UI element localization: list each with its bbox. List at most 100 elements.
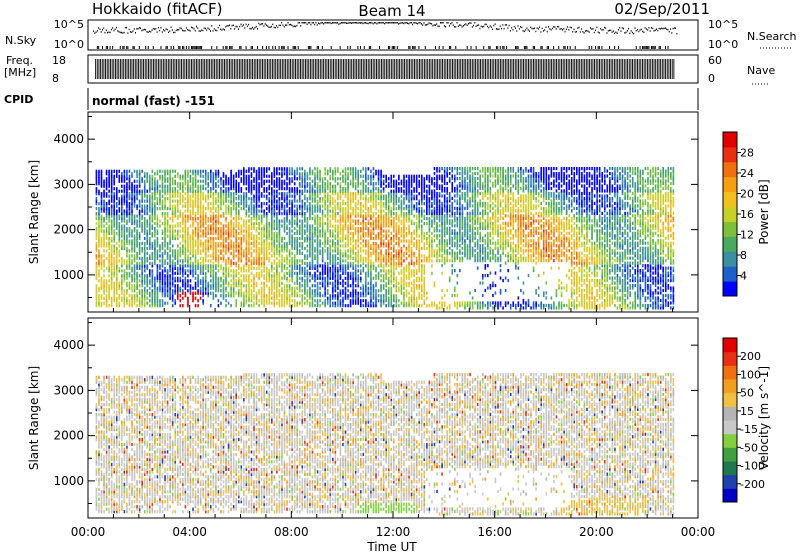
range-gate bbox=[317, 299, 319, 302]
range-gate bbox=[136, 262, 138, 265]
range-gate bbox=[164, 212, 166, 215]
range-gate bbox=[340, 282, 342, 285]
freq-series bbox=[96, 59, 674, 79]
range-gate bbox=[111, 170, 113, 173]
nsky-point bbox=[364, 22, 365, 24]
range-gate bbox=[337, 202, 339, 205]
range-gate bbox=[141, 205, 143, 208]
nsky-point bbox=[393, 22, 394, 24]
nsky-point bbox=[106, 30, 107, 32]
range-gate bbox=[139, 170, 141, 173]
nsky-point bbox=[155, 28, 156, 30]
nsky-point bbox=[265, 23, 266, 25]
range-gate bbox=[180, 192, 182, 195]
range-gate bbox=[139, 274, 141, 277]
range-gate bbox=[141, 257, 143, 260]
nave-tick-top: 60 bbox=[708, 54, 722, 67]
nsky-point bbox=[426, 24, 427, 26]
nsky-point bbox=[613, 30, 614, 32]
range-gate bbox=[286, 277, 288, 280]
nsky-point bbox=[302, 22, 303, 24]
range-gate bbox=[126, 247, 128, 250]
nsky-point bbox=[298, 22, 299, 24]
range-gate bbox=[296, 287, 298, 290]
nsky-point bbox=[427, 24, 428, 26]
nsky-point bbox=[437, 25, 438, 27]
range-gate bbox=[276, 262, 278, 265]
nsky-point bbox=[257, 46, 258, 49]
range-gate bbox=[228, 200, 230, 203]
range-gate bbox=[210, 284, 212, 287]
range-gate bbox=[332, 239, 334, 242]
range-gate bbox=[246, 269, 248, 272]
range-gate bbox=[327, 170, 329, 173]
range-gate bbox=[268, 197, 270, 200]
nsky-point bbox=[633, 33, 634, 35]
range-gate bbox=[164, 267, 166, 270]
range-gate bbox=[314, 272, 316, 275]
range-gate bbox=[187, 254, 189, 257]
range-gate bbox=[185, 187, 187, 190]
nsky-point bbox=[171, 46, 172, 49]
range-gate bbox=[162, 242, 164, 245]
range-gate bbox=[296, 229, 298, 232]
range-gate bbox=[235, 269, 237, 272]
range-gate bbox=[96, 212, 98, 215]
range-gate bbox=[230, 304, 232, 307]
nave-tick-bottom: 0 bbox=[708, 72, 715, 85]
range-gate bbox=[146, 289, 148, 292]
nsky-point bbox=[177, 29, 178, 31]
range-gate bbox=[314, 227, 316, 230]
range-gate bbox=[304, 229, 306, 232]
nsky-point bbox=[472, 26, 473, 28]
range-gate bbox=[279, 177, 281, 180]
nsky-point bbox=[97, 30, 98, 32]
range-gate bbox=[253, 195, 255, 198]
range-gate bbox=[225, 217, 227, 220]
range-gate bbox=[332, 249, 334, 252]
range-gate bbox=[253, 257, 255, 260]
range-gate bbox=[251, 180, 253, 183]
range-gate bbox=[286, 182, 288, 185]
range-gate bbox=[139, 284, 141, 287]
range-gate bbox=[324, 262, 326, 265]
range-gate bbox=[335, 224, 337, 227]
range-gate bbox=[256, 170, 258, 173]
range-gate bbox=[261, 287, 263, 290]
nsky-point bbox=[251, 46, 252, 49]
range-gate bbox=[337, 219, 339, 222]
range-gate bbox=[207, 282, 209, 285]
nsky-point bbox=[241, 24, 242, 26]
nsky-point bbox=[296, 25, 297, 27]
range-gate bbox=[210, 304, 212, 307]
range-gate bbox=[251, 279, 253, 282]
range-gate bbox=[299, 224, 301, 227]
nsky-point bbox=[624, 32, 625, 34]
range-gate bbox=[144, 274, 146, 277]
range-gate bbox=[302, 200, 304, 203]
range-gate bbox=[309, 177, 311, 180]
range-gate bbox=[238, 182, 240, 185]
nsky-point bbox=[637, 29, 638, 31]
range-gate bbox=[258, 242, 260, 245]
range-gate bbox=[266, 180, 268, 183]
range-gate bbox=[218, 242, 220, 245]
nsky-point bbox=[585, 30, 586, 32]
range-gate bbox=[294, 227, 296, 230]
range-gate bbox=[218, 170, 220, 173]
range-gate bbox=[113, 175, 115, 178]
range-gate bbox=[268, 242, 270, 245]
nsky-point bbox=[214, 28, 215, 30]
range-gate bbox=[202, 185, 204, 188]
range-gate bbox=[271, 187, 273, 190]
range-gate bbox=[164, 170, 166, 173]
range-gate bbox=[233, 222, 235, 225]
range-gate bbox=[281, 254, 283, 257]
range-gate bbox=[195, 227, 197, 230]
range-gate bbox=[253, 294, 255, 297]
nsky-point bbox=[648, 46, 649, 49]
nsky-point bbox=[107, 46, 108, 49]
range-gate bbox=[96, 284, 98, 287]
nsky-point bbox=[216, 30, 217, 32]
range-gate bbox=[268, 205, 270, 208]
